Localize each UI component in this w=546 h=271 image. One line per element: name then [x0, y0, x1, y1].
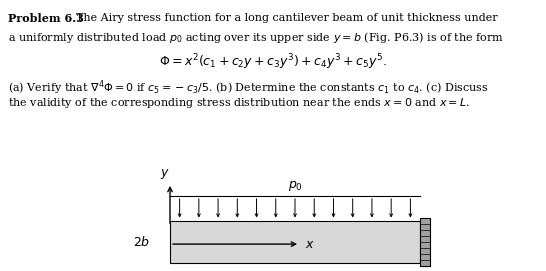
Text: $x$: $x$ [305, 238, 315, 251]
Text: a uniformly distributed load $p_0$ acting over its upper side $y = b$ (Fig. P6.3: a uniformly distributed load $p_0$ actin… [8, 31, 504, 46]
Text: (a) Verify that $\nabla^4\Phi = 0$ if $c_5 = -c_3/5$. (b) Determine the constant: (a) Verify that $\nabla^4\Phi = 0$ if $c… [8, 79, 489, 97]
Text: $y$: $y$ [160, 167, 170, 181]
Text: $2b$: $2b$ [133, 235, 150, 249]
Text: the validity of the corresponding stress distribution near the ends $x = 0$ and : the validity of the corresponding stress… [8, 96, 470, 110]
Text: $p_0$: $p_0$ [288, 179, 302, 193]
Bar [420, 218, 430, 266]
Text: $\Phi = x^2(c_1 + c_2 y + c_3 y^3) + c_4 y^3 + c_5 y^5.$: $\Phi = x^2(c_1 + c_2 y + c_3 y^3) + c_4… [159, 53, 387, 72]
Bar [170, 221, 420, 263]
Text: Problem 6.3: Problem 6.3 [8, 13, 84, 24]
Text: The Airy stress function for a long cantilever beam of unit thickness under: The Airy stress function for a long cant… [76, 13, 497, 23]
